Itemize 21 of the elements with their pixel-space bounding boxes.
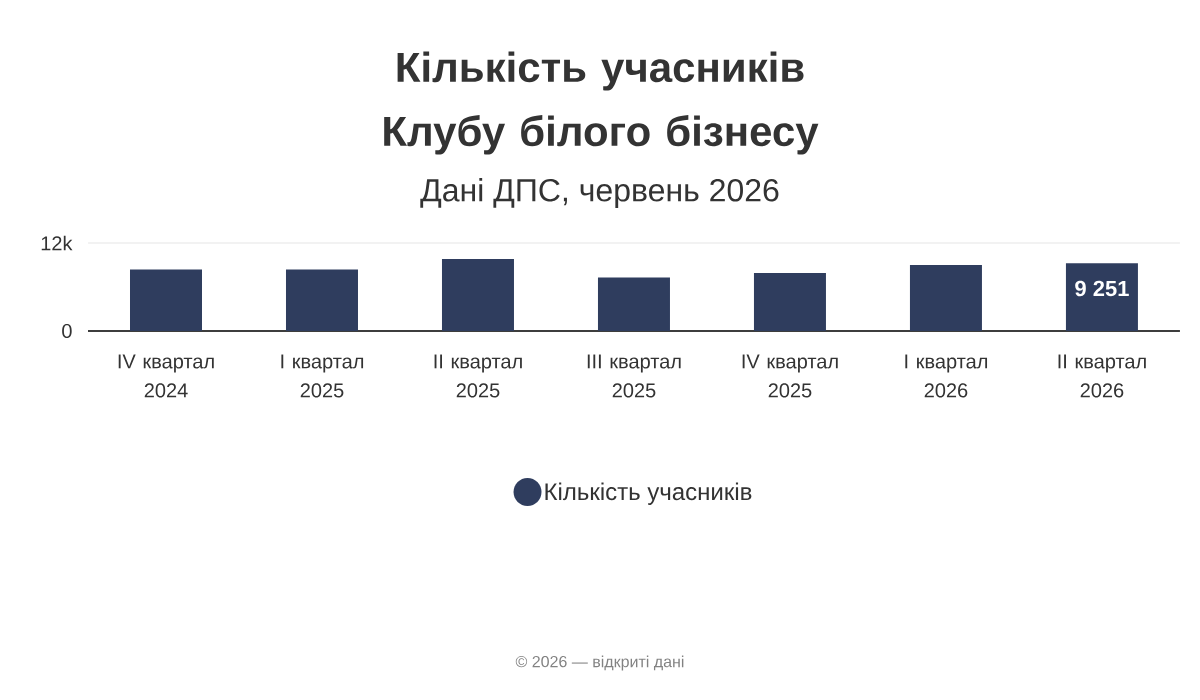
x-tick-label: I квартал 2025 xyxy=(281,354,364,398)
bar xyxy=(909,264,982,331)
x-tick-label: II квартал 2025 xyxy=(434,354,522,398)
bar xyxy=(285,269,358,331)
y-tick-label: 0 xyxy=(62,323,72,339)
x-tick-label: IV квартал 2024 xyxy=(118,354,214,398)
x-tick-label: III квартал 2025 xyxy=(587,354,681,398)
bar xyxy=(441,259,514,331)
text: © 2026 — відкриті дані xyxy=(515,655,684,671)
chart-subtitle: Дані ДПС, червень 2026 xyxy=(420,178,779,208)
bar xyxy=(753,273,826,331)
bar xyxy=(597,277,670,331)
y-tick-label: 12k xyxy=(41,235,73,251)
legend-label: Кількість учасників xyxy=(545,482,752,505)
x-tick-label: II квартал 2026 xyxy=(1058,354,1146,398)
x-tick-label: IV квартал 2025 xyxy=(742,354,838,398)
chart-title: Кількість учасників Клубу білого бізнесу xyxy=(384,51,819,155)
x-tick-label: I квартал 2026 xyxy=(905,354,988,398)
bar xyxy=(1065,263,1138,331)
bar xyxy=(130,269,202,331)
data-label: 9 251 xyxy=(1075,280,1129,297)
